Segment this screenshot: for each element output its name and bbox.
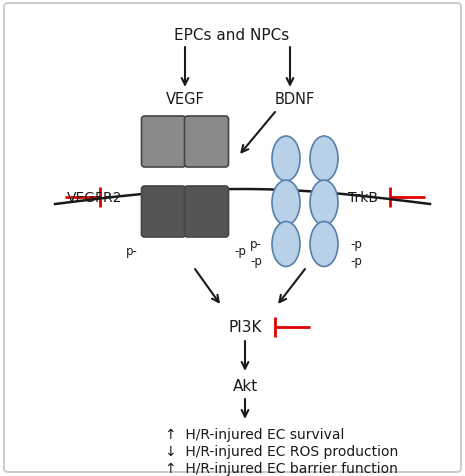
- Text: ↑  H/R-injured EC survival: ↑ H/R-injured EC survival: [165, 427, 345, 441]
- FancyBboxPatch shape: [141, 187, 186, 238]
- Text: VEGFR2: VEGFR2: [66, 190, 122, 205]
- FancyBboxPatch shape: [4, 4, 461, 472]
- Text: TrkB: TrkB: [348, 190, 378, 205]
- Ellipse shape: [272, 137, 300, 182]
- Text: p-: p-: [126, 245, 138, 258]
- Text: p-: p-: [250, 238, 262, 251]
- Ellipse shape: [272, 222, 300, 267]
- Ellipse shape: [310, 222, 338, 267]
- Text: ↑  H/R-injured EC barrier function: ↑ H/R-injured EC barrier function: [165, 461, 398, 475]
- Text: VEGF: VEGF: [166, 92, 205, 107]
- Text: -p: -p: [350, 255, 362, 268]
- Text: BDNF: BDNF: [275, 92, 315, 107]
- Text: ↓  H/R-injured EC ROS production: ↓ H/R-injured EC ROS production: [165, 444, 398, 458]
- FancyBboxPatch shape: [141, 117, 186, 168]
- Text: -p: -p: [234, 245, 246, 258]
- Text: EPCs and NPCs: EPCs and NPCs: [174, 28, 290, 42]
- Ellipse shape: [310, 137, 338, 182]
- Text: -p: -p: [250, 255, 262, 268]
- Text: Akt: Akt: [232, 379, 258, 394]
- Ellipse shape: [272, 181, 300, 226]
- FancyBboxPatch shape: [185, 187, 228, 238]
- Text: -p: -p: [350, 238, 362, 251]
- Text: PI3K: PI3K: [228, 320, 262, 335]
- FancyBboxPatch shape: [185, 117, 228, 168]
- Ellipse shape: [310, 181, 338, 226]
